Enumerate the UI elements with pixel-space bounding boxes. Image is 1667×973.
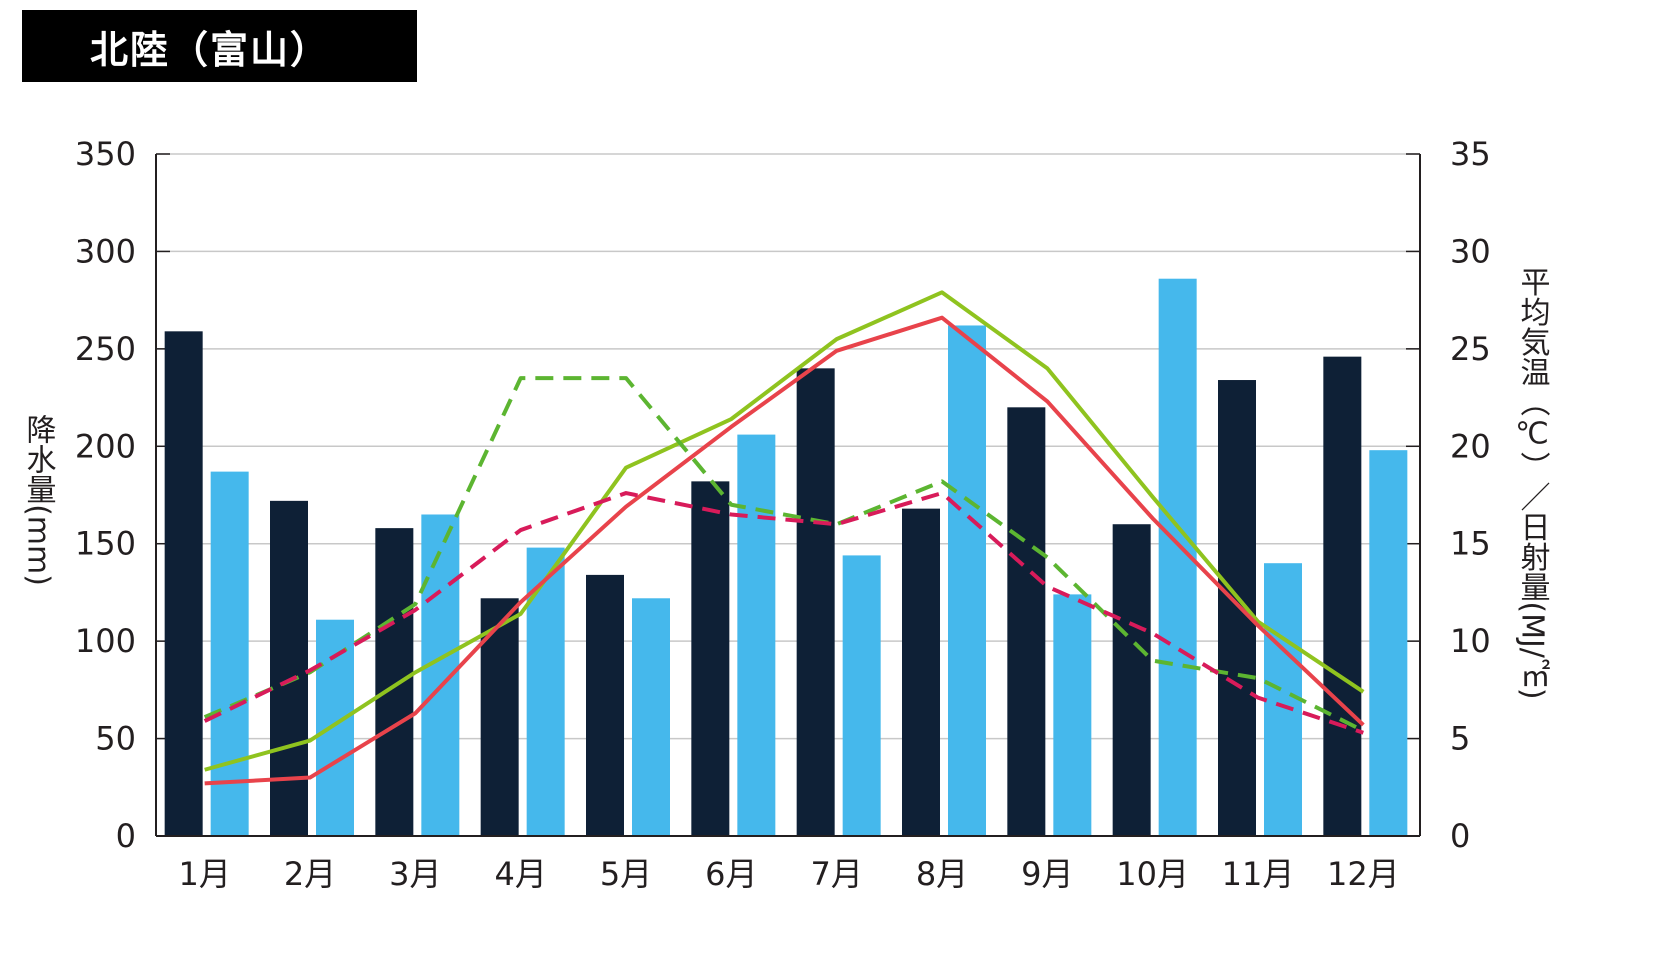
right-tick-label: 5 (1450, 720, 1470, 758)
x-tick-label: 10月 (1116, 855, 1189, 893)
left-axis-label: 降水量(mm) (21, 414, 56, 586)
left-tick-label: 350 (75, 135, 136, 173)
left-tick-label: 100 (75, 622, 136, 660)
bar-series1 (902, 508, 940, 836)
bar-series2 (1053, 594, 1092, 836)
right-tick-label: 30 (1450, 232, 1491, 270)
x-tick-label: 7月 (810, 855, 862, 893)
bar-series1 (164, 331, 203, 836)
bar-series1 (375, 528, 414, 836)
x-tick-label: 11月 (1222, 855, 1295, 893)
x-tick-label: 3月 (389, 855, 441, 893)
bar-series1 (796, 368, 835, 836)
line-series2 (204, 315, 1365, 786)
bar-series1 (1218, 380, 1256, 836)
bar-series1 (691, 481, 730, 836)
left-tick-label: 0 (116, 817, 136, 855)
left-tick-label: 250 (75, 330, 136, 368)
bar-series1 (1112, 524, 1151, 836)
left-tick-label: 200 (75, 427, 136, 465)
title-box: 北陸（富山） (22, 10, 417, 82)
x-tick-label: 4月 (494, 855, 546, 893)
left-tick-label: 150 (75, 525, 136, 563)
left-tick-label: 50 (95, 720, 136, 758)
left-tick-label: 300 (75, 232, 136, 270)
bar-series2 (1264, 563, 1302, 836)
x-tick-label: 9月 (1021, 855, 1073, 893)
right-tick-label: 0 (1450, 817, 1470, 855)
bar-series2 (316, 619, 354, 836)
bar-series2 (842, 555, 881, 836)
x-tick-label: 6月 (705, 855, 757, 893)
x-tick-label: 12月 (1327, 855, 1400, 893)
x-tick-label: 1月 (178, 855, 230, 893)
line-series4 (203, 491, 1364, 735)
bar-series1 (1007, 407, 1046, 836)
right-tick-label: 10 (1450, 622, 1491, 660)
x-tick-label: 2月 (284, 855, 336, 893)
right-axis-label: 平均気温（℃）／日射量(MJ/㎡) (1515, 266, 1551, 699)
right-tick-label: 15 (1450, 525, 1491, 563)
bar-series2 (1369, 450, 1408, 836)
bar-series2 (210, 471, 249, 836)
bar-series2 (737, 434, 776, 836)
line-series1 (204, 290, 1365, 772)
right-tick-label: 25 (1450, 330, 1491, 368)
bar-series1 (270, 500, 308, 836)
bar-series1 (1323, 356, 1362, 836)
right-tick-label: 35 (1450, 135, 1491, 173)
right-tick-label: 20 (1450, 427, 1491, 465)
bar-series2 (948, 325, 986, 836)
line-series3 (203, 376, 1365, 733)
bar-series2 (632, 598, 670, 836)
x-tick-label: 8月 (916, 855, 968, 893)
bar-series1 (586, 574, 624, 836)
x-tick-label: 5月 (600, 855, 652, 893)
chart-title: 北陸（富山） (90, 27, 331, 72)
